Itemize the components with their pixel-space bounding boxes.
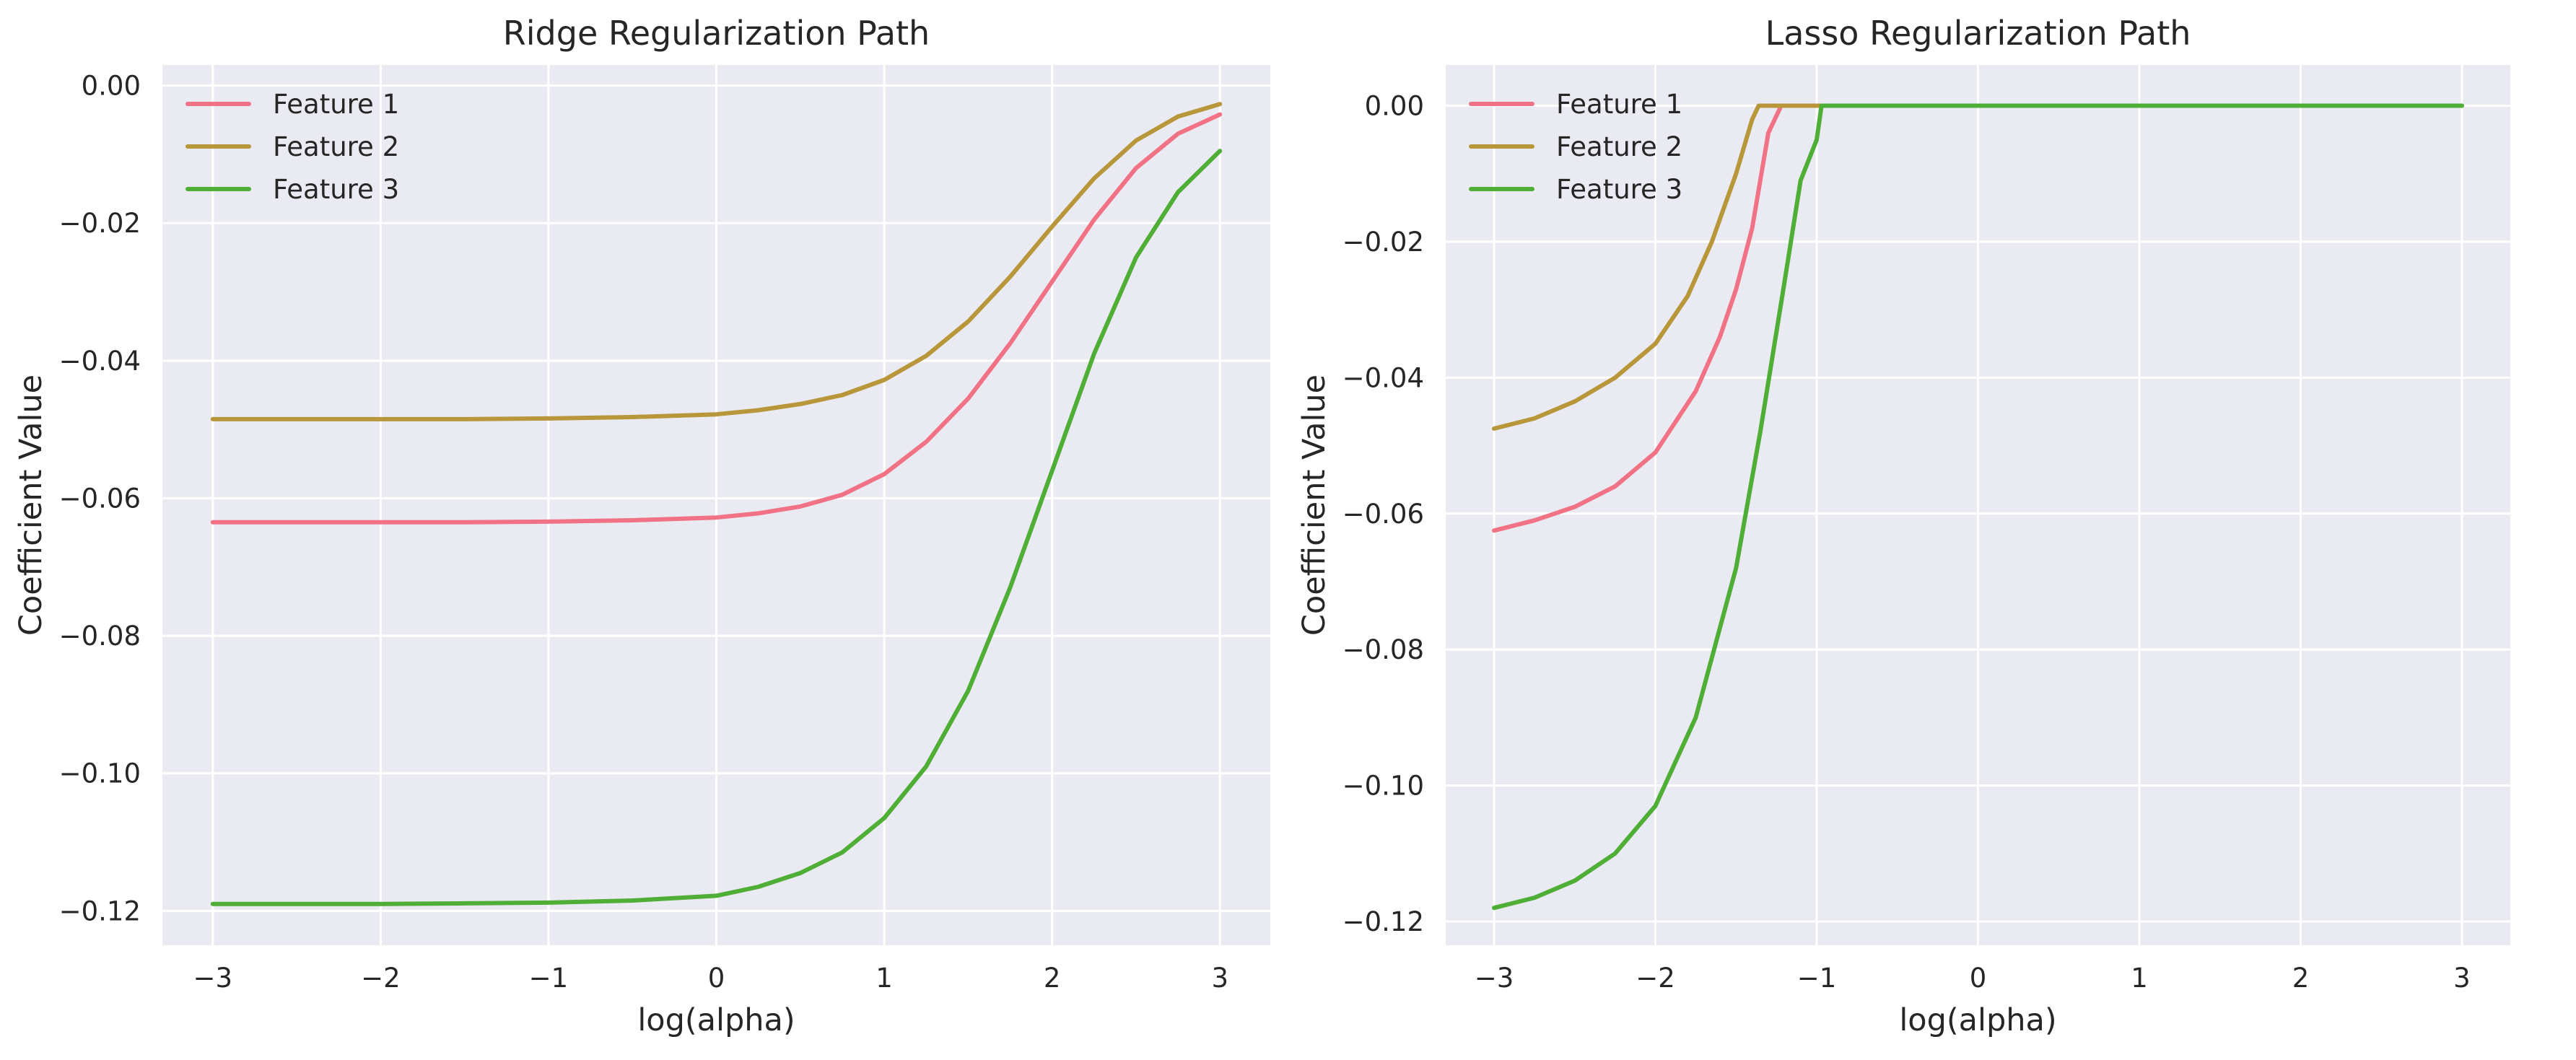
chart-title: Lasso Regularization Path — [1765, 14, 2191, 53]
x-tick-label: 2 — [1044, 963, 1061, 994]
ridge-chart: −3 −2 −1 0 1 2 3 0.00 −0.02 −0.04 −0.06 −0.08 −0.10 −… — [13, 14, 1270, 1038]
y-tick-label: −0.04 — [1342, 362, 1424, 393]
x-tick-label: −1 — [1797, 963, 1837, 994]
x-tick-label: −2 — [361, 963, 401, 994]
series-line-3 — [210, 149, 1223, 906]
y-tick-label: −0.08 — [1342, 634, 1424, 665]
x-axis-label: log(alpha) — [637, 1002, 795, 1038]
lasso-chart: −3 −2 −1 0 1 2 3 0.00 −0.02 −0.04 −0.06 −0.08 −0.10 −… — [1296, 14, 2510, 1038]
y-axis-label: Coefficient Value — [13, 374, 49, 636]
x-tick-label: 1 — [2131, 963, 2148, 994]
legend-label-3: Feature 3 — [1556, 174, 1682, 205]
y-tick-label: −0.10 — [59, 758, 141, 789]
x-tick-label: −3 — [1475, 963, 1514, 994]
y-tick-label: −0.08 — [59, 621, 141, 652]
legend-label-1: Feature 1 — [1556, 89, 1682, 120]
y-tick-label: −0.04 — [59, 346, 141, 377]
x-tick-label: 3 — [2453, 963, 2471, 994]
y-tick-label: −0.12 — [59, 895, 141, 927]
legend-label-3: Feature 3 — [273, 174, 399, 205]
x-tick-label: 0 — [708, 963, 725, 994]
y-tick-label: 0.00 — [1365, 91, 1424, 122]
y-tick-label: −0.06 — [1342, 499, 1424, 530]
series-line-3 — [1492, 103, 2464, 911]
series-line-2 — [1492, 103, 2464, 431]
x-tick-label: −3 — [193, 963, 232, 994]
legend-label-2: Feature 2 — [1556, 131, 1682, 162]
y-tick-label: −0.02 — [59, 208, 141, 239]
x-tick-label: 0 — [1970, 963, 1987, 994]
chart-title: Ridge Regularization Path — [503, 14, 930, 53]
x-tick-label: 2 — [2292, 963, 2310, 994]
x-tick-label: −2 — [1636, 963, 1675, 994]
y-tick-label: −0.10 — [1342, 771, 1424, 802]
y-tick-label: −0.12 — [1342, 906, 1424, 937]
legend-label-1: Feature 1 — [273, 89, 399, 120]
x-tick-label: −1 — [529, 963, 569, 994]
x-tick-label: 3 — [1211, 963, 1228, 994]
y-tick-label: −0.06 — [59, 483, 141, 514]
x-axis-label: log(alpha) — [1899, 1002, 2056, 1038]
series-line-1 — [210, 112, 1223, 525]
y-tick-label: −0.02 — [1342, 227, 1424, 258]
series-line-2 — [210, 102, 1223, 421]
legend-label-2: Feature 2 — [273, 131, 399, 162]
x-tick-label: 1 — [876, 963, 893, 994]
y-tick-label: 0.00 — [82, 71, 141, 102]
y-axis-label: Coefficient Value — [1296, 374, 1332, 636]
